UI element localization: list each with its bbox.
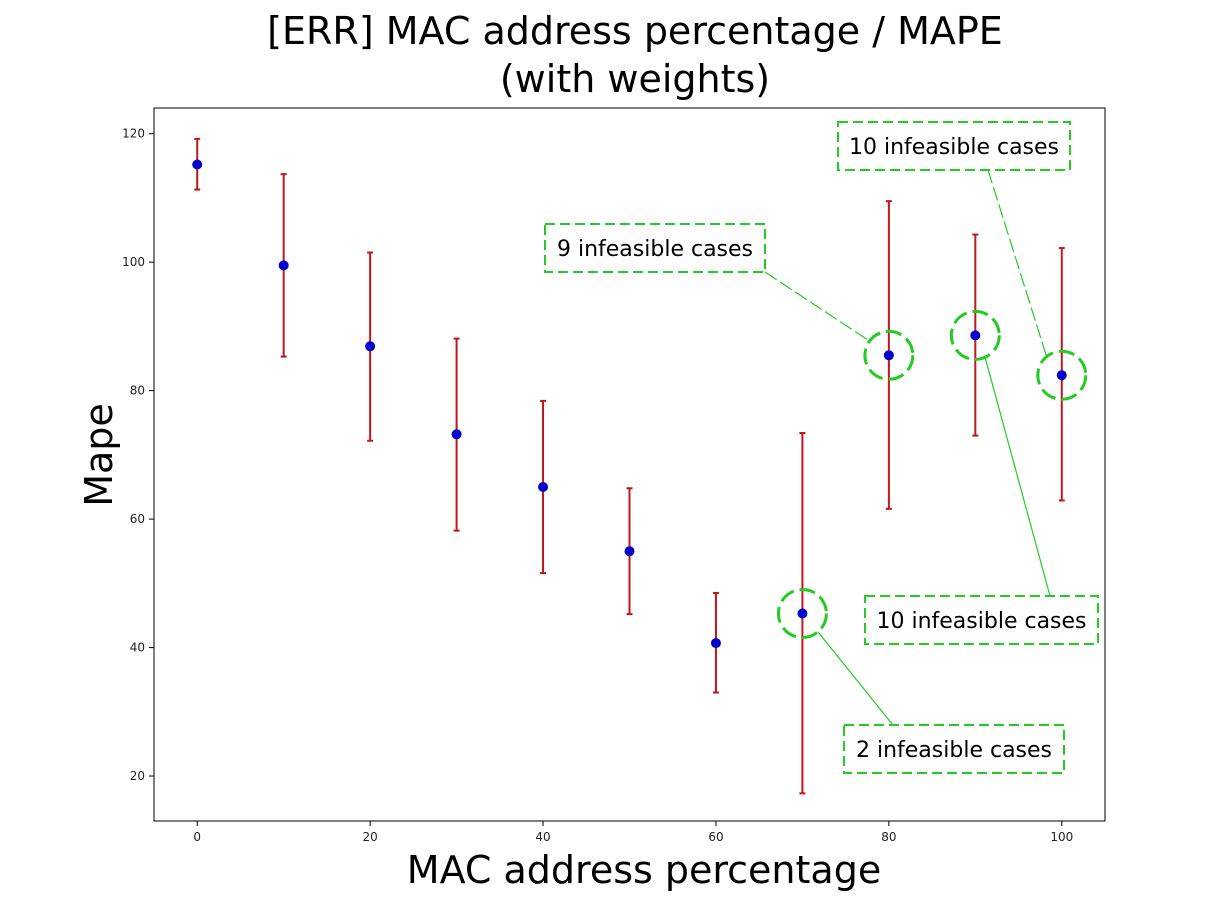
- data-point: [970, 330, 981, 341]
- annotation-label: 10 infeasible cases: [849, 135, 1059, 160]
- y-tick-label: 80: [130, 384, 145, 398]
- data-point: [278, 260, 289, 271]
- data-point: [365, 341, 376, 352]
- annotation-box: [837, 121, 1071, 171]
- data-point: [624, 546, 635, 557]
- annotation-leader-line: [987, 169, 1048, 359]
- annotation-circle: [949, 309, 1001, 361]
- x-tick-label: 60: [708, 830, 723, 844]
- annotation-box: [864, 595, 1099, 645]
- y-axis: 20 40 60 80 100 120: [122, 127, 154, 783]
- y-tick-label: 60: [130, 512, 145, 526]
- data-point: [538, 481, 549, 492]
- x-tick-label: 100: [1050, 830, 1073, 844]
- x-axis-label: MAC address percentage: [407, 848, 881, 892]
- y-tick-label: 20: [130, 769, 145, 783]
- data-point: [883, 350, 894, 361]
- annotation-circle: [776, 588, 828, 640]
- annotations: 9 infeasible cases 10 infeasible cases 10 …: [544, 121, 1099, 774]
- annotation-box: [544, 223, 766, 273]
- annotation-circle: [1036, 349, 1088, 401]
- y-tick-label: 120: [122, 127, 145, 141]
- annotation-leader-line: [984, 356, 1051, 597]
- data-point: [710, 638, 721, 649]
- y-tick-label: 40: [130, 641, 145, 655]
- chart-title-line-2: (with weights): [500, 57, 770, 101]
- x-tick-label: 0: [193, 830, 201, 844]
- annotation-label: 9 infeasible cases: [557, 237, 753, 262]
- data-point: [1056, 370, 1067, 381]
- data-points: [192, 159, 1067, 649]
- x-tick-label: 80: [881, 830, 896, 844]
- annotation-label: 2 infeasible cases: [856, 738, 1052, 763]
- y-axis-label: Mape: [77, 403, 121, 507]
- plot-area-frame: [153, 107, 1106, 822]
- x-tick-label: 20: [362, 830, 377, 844]
- annotation-label: 10 infeasible cases: [876, 609, 1086, 634]
- x-axis: 0 20 40 60 80 100: [193, 821, 1073, 844]
- annotation-leader-line: [764, 271, 869, 341]
- chart-title-line-1: [ERR] MAC address percentage / MAPE: [267, 9, 1003, 53]
- annotation-box: [843, 724, 1065, 774]
- annotation-circle: [863, 329, 915, 381]
- data-point: [451, 429, 462, 440]
- annotation-leader-line: [817, 631, 894, 726]
- data-point: [797, 608, 808, 619]
- data-point: [192, 159, 203, 170]
- y-tick-label: 100: [122, 255, 145, 269]
- x-tick-label: 40: [535, 830, 550, 844]
